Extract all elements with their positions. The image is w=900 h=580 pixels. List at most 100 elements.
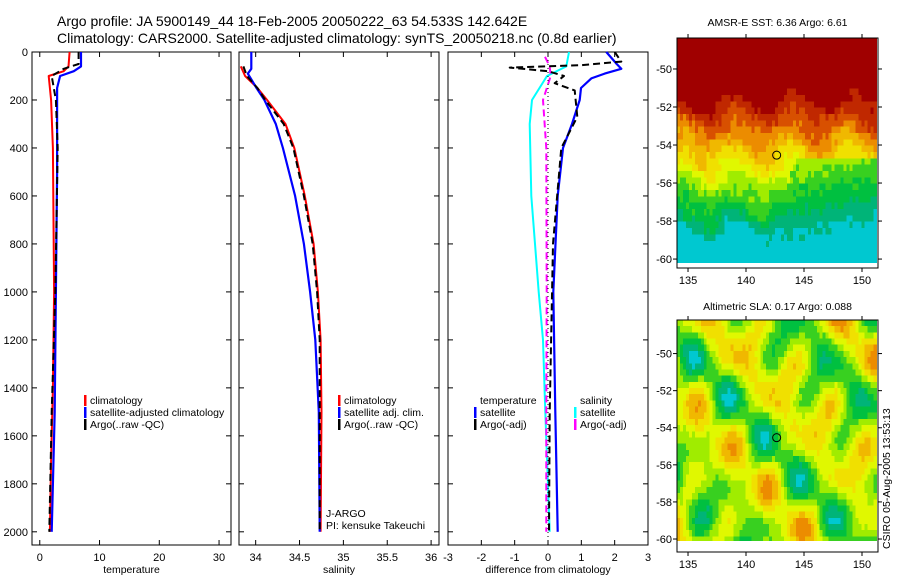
heatmap-cell — [793, 183, 797, 191]
heatmap-cell — [769, 145, 773, 153]
heatmap-cell — [813, 369, 818, 377]
heatmap-cell — [807, 190, 812, 197]
heatmap-cell — [685, 443, 690, 451]
heatmap-cell — [718, 437, 723, 445]
heatmap-cell — [685, 363, 690, 371]
heatmap-cell — [855, 190, 859, 197]
heatmap-cell — [763, 145, 767, 153]
heatmap-cell — [748, 57, 752, 64]
heatmap-cell — [807, 517, 812, 525]
heatmap-cell — [858, 259, 862, 263]
heatmap-cell — [700, 369, 705, 377]
heatmap-cell — [766, 480, 770, 488]
heatmap-cell — [822, 418, 827, 426]
heatmap-cell — [861, 468, 865, 476]
heatmap-cell — [793, 350, 797, 358]
heatmap-cell — [721, 82, 726, 90]
heatmap-cell — [742, 44, 746, 52]
heatmap-cell — [712, 388, 717, 395]
heatmap-cell — [855, 171, 859, 178]
heatmap-cell — [745, 394, 749, 401]
heatmap-cell — [858, 388, 862, 395]
heatmap-cell — [858, 363, 862, 371]
heatmap-cell — [867, 357, 871, 364]
heatmap-cell — [867, 443, 871, 451]
heatmap-cells — [677, 38, 877, 263]
heatmap-cell — [691, 437, 696, 445]
heatmap-cell — [760, 171, 764, 178]
heatmap-cell — [778, 183, 782, 191]
heatmap-cell — [864, 381, 868, 389]
heatmap-cell — [784, 126, 788, 134]
heatmap-cell — [721, 480, 726, 488]
heatmap-cell — [677, 320, 681, 327]
heatmap-cell — [798, 412, 803, 420]
heatmap-cell — [793, 388, 797, 395]
heatmap-cell — [748, 152, 752, 159]
heatmap-cell — [751, 82, 755, 90]
heatmap-cell — [724, 493, 729, 500]
heatmap-cell — [680, 196, 684, 204]
heatmap-cell — [706, 468, 711, 476]
heatmap-cell — [796, 344, 800, 352]
heatmap-cell — [680, 101, 684, 109]
heatmap-cell — [772, 511, 776, 519]
heatmap-cell — [742, 69, 746, 77]
heatmap-cell — [715, 449, 720, 457]
heatmap-cell — [748, 145, 752, 153]
heatmap-cell — [760, 437, 764, 445]
heatmap-cell — [843, 126, 848, 134]
heatmap-cell — [772, 107, 776, 115]
heatmap-cell — [685, 95, 690, 102]
heatmap-cell — [733, 158, 738, 166]
heatmap-cell — [807, 152, 812, 159]
heatmap-cell — [769, 158, 773, 166]
heatmap-cell — [694, 133, 699, 140]
heatmap-cell — [837, 530, 842, 537]
heatmap-cell — [748, 88, 752, 96]
heatmap-cell — [781, 400, 785, 408]
heatmap-cell — [718, 44, 723, 52]
heatmap-cell — [843, 493, 848, 500]
heatmap-cell — [816, 530, 821, 537]
heatmap-cell — [861, 88, 865, 96]
heatmap-cell — [858, 63, 862, 71]
heatmap-cell — [703, 456, 708, 463]
heatmap-cell — [784, 202, 788, 210]
heatmap-cell — [680, 164, 684, 172]
heatmap-cell — [846, 190, 851, 197]
heatmap-cell — [828, 468, 833, 476]
heatmap-cell — [852, 183, 857, 191]
heatmap-cell — [703, 120, 708, 128]
heatmap-cell — [775, 171, 779, 178]
heatmap-cell — [790, 418, 794, 426]
heatmap-cell — [682, 215, 687, 223]
heatmap-cell — [775, 350, 779, 358]
heatmap-cell — [843, 486, 848, 494]
heatmap-cell — [870, 431, 874, 439]
heatmap-cell — [831, 326, 836, 333]
heatmap-cell — [822, 228, 827, 235]
heatmap-cell — [742, 152, 746, 159]
heatmap-cell — [745, 493, 749, 500]
heatmap-cell — [680, 114, 684, 121]
heatmap-cell — [807, 259, 812, 263]
heatmap-cell — [834, 505, 839, 513]
heatmap-cell — [697, 400, 702, 408]
heatmap-cell — [828, 530, 833, 537]
heatmap-cell — [778, 234, 782, 242]
heatmap-cell — [873, 400, 877, 408]
heatmap-cell — [790, 480, 794, 488]
heatmap-cell — [700, 63, 705, 71]
heatmap-cell — [715, 247, 720, 254]
heatmap-cell — [834, 431, 839, 439]
heatmap-cell — [715, 114, 720, 121]
heatmap-cell — [807, 139, 812, 147]
heatmap-cell — [712, 253, 717, 261]
heatmap-cell — [870, 152, 874, 159]
heatmap-cell — [688, 171, 693, 178]
heatmap-cell — [781, 247, 785, 254]
heatmap-cell — [834, 120, 839, 128]
heatmap-cell — [793, 400, 797, 408]
heatmap-cell — [819, 443, 824, 451]
